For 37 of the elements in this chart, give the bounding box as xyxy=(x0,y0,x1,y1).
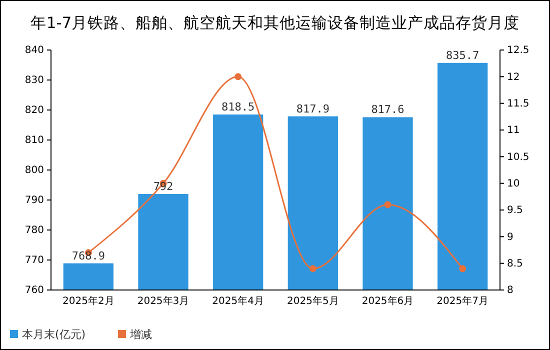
y2-tick-label: 8 xyxy=(507,285,514,296)
y-tick-label: 770 xyxy=(24,255,44,266)
y-tick-label: 820 xyxy=(24,105,44,116)
data-label: 817.9 xyxy=(296,102,330,116)
data-label: 835.7 xyxy=(446,48,480,62)
x-tick-label: 2025年7月 xyxy=(436,295,488,307)
y-tick-label: 810 xyxy=(24,135,44,146)
data-label: 818.5 xyxy=(222,100,255,114)
chart-title: 年1-7月铁路、船舶、航空航天和其他运输设备制造业产成品存货月度 xyxy=(30,14,520,32)
y2-tick-label: 9 xyxy=(507,232,514,243)
y-tick-label: 840 xyxy=(24,45,44,56)
x-tick-label: 2025年4月 xyxy=(212,295,264,307)
point xyxy=(309,265,316,272)
y-tick-label: 780 xyxy=(24,225,44,236)
legend-label: 增减 xyxy=(129,328,152,341)
point xyxy=(234,73,242,80)
y-tick-label: 800 xyxy=(24,165,44,176)
x-tick-label: 2025年2月 xyxy=(62,295,114,307)
x-tick-label: 2025年6月 xyxy=(362,295,414,307)
y2-tick-label: 12 xyxy=(507,72,520,83)
y2-tick-label: 10 xyxy=(507,178,520,190)
x-tick-label: 2025年5月 xyxy=(287,295,339,307)
data-label: 817.6 xyxy=(371,103,404,116)
y2-tick-label: 9.5 xyxy=(507,205,523,216)
y2-tick-label: 11.5 xyxy=(507,98,530,110)
y2-tick-label: 10.5 xyxy=(507,152,530,163)
point xyxy=(459,265,466,272)
y2-tick-label: 11 xyxy=(507,125,520,136)
x-tick-label: 2025年3月 xyxy=(137,295,190,307)
y-tick-label: 790 xyxy=(24,195,44,206)
y2-tick-label: 12.5 xyxy=(507,45,530,56)
legend-label: 本月末(亿元) xyxy=(22,328,86,341)
point xyxy=(384,201,392,208)
data-label: 768.9 xyxy=(72,249,105,262)
y-tick-label: 760 xyxy=(24,285,44,296)
y-tick-label: 830 xyxy=(24,75,44,86)
y2-tick-label: 8.5 xyxy=(507,258,523,270)
